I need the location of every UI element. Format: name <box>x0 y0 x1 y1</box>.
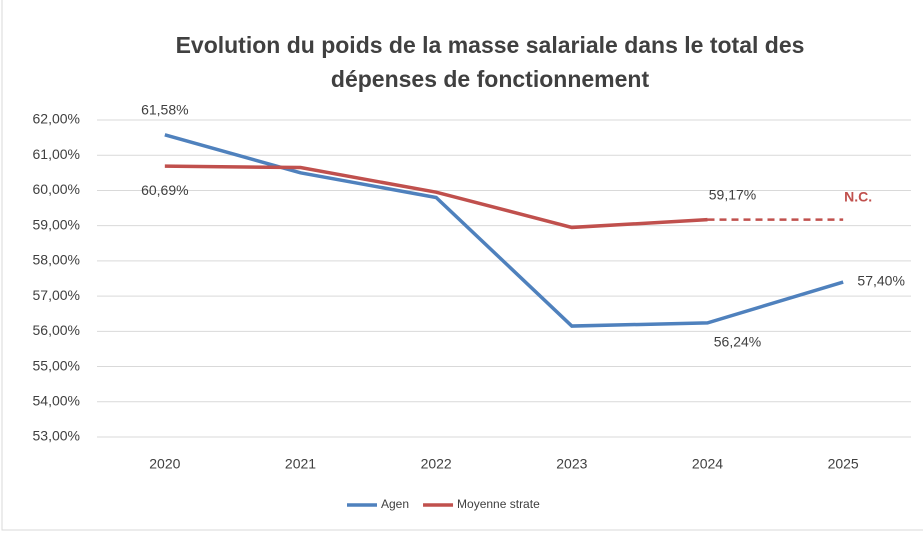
data-label: 57,40% <box>857 273 904 289</box>
data-label: 59,17% <box>709 186 756 202</box>
data-label: 60,69% <box>141 182 188 198</box>
y-tick-label: 62,00% <box>33 111 80 127</box>
y-tick-label: 56,00% <box>33 322 80 338</box>
y-tick-label: 54,00% <box>33 392 80 408</box>
annotation: N.C. <box>844 188 872 204</box>
series-line <box>164 164 708 230</box>
x-tick-label: 2020 <box>149 456 180 472</box>
x-tick-label: 2022 <box>421 456 452 472</box>
x-tick-label: 2025 <box>828 456 859 472</box>
legend-label: Agen <box>381 497 409 511</box>
x-tick-label: 2021 <box>285 456 316 472</box>
y-tick-label: 57,00% <box>33 287 80 303</box>
x-tick-label: 2024 <box>692 456 723 472</box>
series-line <box>164 133 844 328</box>
y-tick-label: 61,00% <box>33 146 80 162</box>
y-tick-label: 53,00% <box>33 428 80 444</box>
data-label: 56,24% <box>714 334 761 350</box>
chart-title: Evolution du poids de la masse salariale… <box>175 32 805 92</box>
y-tick-label: 59,00% <box>33 216 80 232</box>
y-tick-label: 55,00% <box>33 357 80 373</box>
y-tick-label: 58,00% <box>33 252 80 268</box>
data-label: 61,58% <box>141 101 188 117</box>
legend-label: Moyenne strate <box>457 497 540 511</box>
y-tick-label: 60,00% <box>33 181 80 197</box>
x-tick-label: 2023 <box>556 456 587 472</box>
